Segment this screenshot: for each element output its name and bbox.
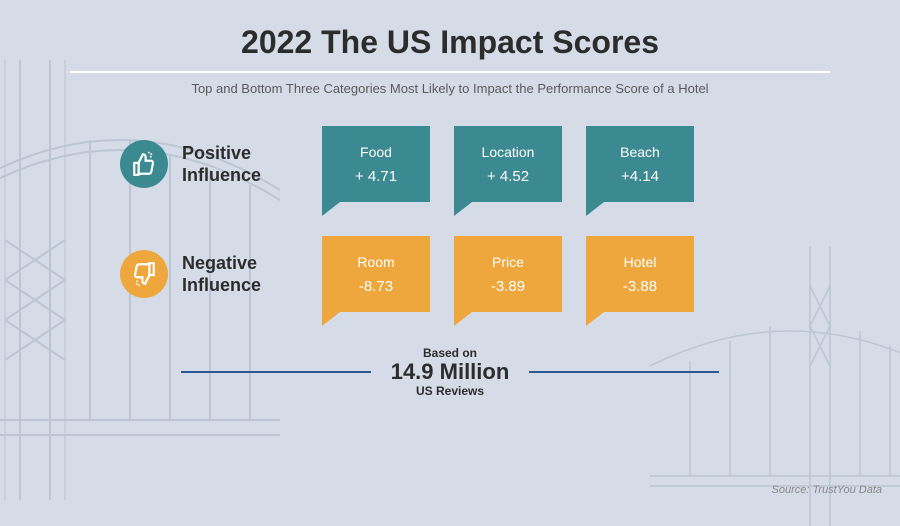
positive-label-line2: Influence (182, 164, 302, 187)
bubble-value: -3.88 (623, 278, 657, 295)
thumbs-down-icon (120, 250, 168, 298)
positive-bubble: Food + 4.71 (322, 126, 430, 202)
footer-center: Based on 14.9 Million US Reviews (391, 346, 510, 398)
negative-bubbles: Room -8.73 Price -3.89 Hotel -3.88 (322, 236, 694, 312)
footer-line-right (529, 371, 719, 373)
bubble-label: Room (357, 254, 394, 270)
footer-number: 14.9 Million (391, 360, 510, 384)
bubble-label: Food (360, 144, 392, 160)
subtitle: Top and Bottom Three Categories Most Lik… (50, 81, 850, 96)
title-underline (70, 71, 830, 73)
negative-label-line2: Influence (182, 274, 302, 297)
source-text: Source: TrustYou Data (772, 484, 882, 496)
positive-label: Positive Influence (182, 142, 302, 187)
positive-bubble: Beach +4.14 (586, 126, 694, 202)
bubble-label: Price (492, 254, 524, 270)
negative-bubble: Price -3.89 (454, 236, 562, 312)
positive-row: Positive Influence Food + 4.71 Location … (50, 126, 850, 202)
bubble-value: -8.73 (359, 278, 393, 295)
bubble-value: + 4.71 (355, 168, 397, 185)
negative-row: Negative Influence Room -8.73 Price -3.8… (50, 236, 850, 312)
bubble-value: + 4.52 (487, 168, 529, 185)
negative-bubble: Hotel -3.88 (586, 236, 694, 312)
footer-line-left (181, 371, 371, 373)
bubble-value: +4.14 (621, 168, 659, 185)
thumbs-up-icon (120, 140, 168, 188)
negative-bubble: Room -8.73 (322, 236, 430, 312)
negative-label: Negative Influence (182, 252, 302, 297)
page-title: 2022 The US Impact Scores (50, 24, 850, 61)
bubble-label: Location (482, 144, 535, 160)
positive-label-line1: Positive (182, 142, 302, 165)
positive-bubbles: Food + 4.71 Location + 4.52 Beach +4.14 (322, 126, 694, 202)
footer: Based on 14.9 Million US Reviews (50, 346, 850, 398)
bubble-value: -3.89 (491, 278, 525, 295)
footer-based: Based on (391, 346, 510, 360)
negative-label-line1: Negative (182, 252, 302, 275)
footer-reviews: US Reviews (391, 384, 510, 398)
bubble-label: Beach (620, 144, 660, 160)
positive-bubble: Location + 4.52 (454, 126, 562, 202)
bubble-label: Hotel (624, 254, 657, 270)
